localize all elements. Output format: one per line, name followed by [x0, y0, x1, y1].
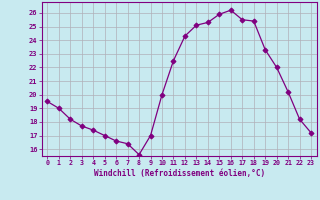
- X-axis label: Windchill (Refroidissement éolien,°C): Windchill (Refroidissement éolien,°C): [94, 169, 265, 178]
